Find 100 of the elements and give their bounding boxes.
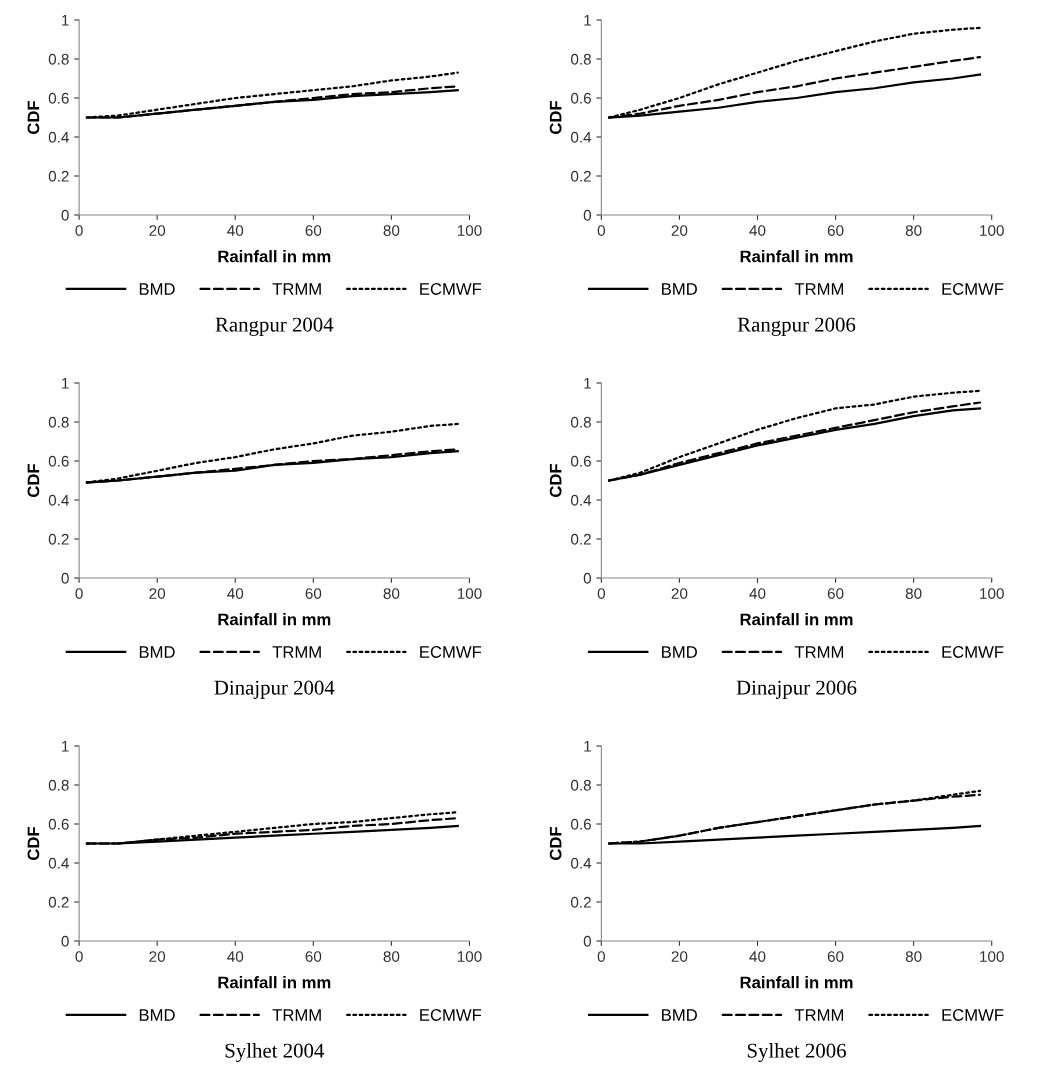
y-tick-label: 1: [584, 378, 591, 389]
y-tick-label: 0.2: [48, 896, 69, 908]
y-tick-label: 0: [61, 209, 69, 221]
y-tick-label: 0.8: [48, 53, 69, 65]
x-axis-title: Rainfall in mm: [218, 976, 331, 989]
x-tick-label: 0: [597, 951, 605, 962]
x-tick-label: 20: [671, 951, 688, 962]
y-tick-label: 0.2: [570, 896, 591, 908]
y-axis-title: CDF: [27, 100, 40, 134]
y-tick-label: 0.6: [48, 455, 69, 467]
x-tick-label: 60: [827, 588, 844, 599]
y-tick-label: 0.4: [48, 131, 69, 143]
legend-label: TRMM: [794, 646, 844, 658]
y-tick-label: 0.2: [48, 533, 69, 545]
text: Rangpur 2004: [215, 317, 334, 336]
x-axis-title: Rainfall in mm: [740, 976, 853, 989]
legend-label: ECMWF: [420, 1009, 482, 1021]
x-axis-title: Rainfall in mm: [740, 250, 853, 263]
x-tick-label: 100: [457, 225, 482, 236]
x-tick-label: 100: [980, 951, 1004, 962]
legend-label: TRMM: [794, 1009, 844, 1021]
y-tick-label: 0: [583, 935, 592, 947]
x-tick-label: 80: [905, 951, 922, 962]
y-tick-label: 0: [583, 209, 592, 221]
y-axis-title: CDF: [549, 463, 562, 497]
y-tick-label: 0.6: [48, 818, 69, 830]
x-tick-label: 100: [457, 951, 482, 962]
x-tick-label: 40: [227, 225, 244, 236]
text: Dinajpur 2006: [736, 680, 857, 699]
legend-label: BMD: [139, 1009, 175, 1021]
x-tick-label: 40: [749, 588, 766, 599]
x-tick-label: 60: [827, 225, 844, 236]
x-tick-label: 20: [149, 951, 166, 962]
x-tick-label: 0: [597, 588, 605, 599]
x-axis-title: Rainfall in mm: [740, 613, 853, 626]
y-tick-label: 0.6: [570, 455, 591, 467]
legend-label: BMD: [662, 1009, 697, 1021]
legend-label: TRMM: [794, 283, 844, 295]
y-tick-label: 0.8: [570, 416, 591, 428]
y-axis-title: CDF: [549, 100, 562, 134]
y-tick-label: 0.4: [570, 494, 592, 506]
x-tick-label: 60: [827, 951, 844, 962]
y-tick-label: 0.4: [570, 131, 592, 143]
x-tick-label: 80: [383, 588, 400, 599]
y-axis-title: CDF: [27, 463, 40, 497]
x-tick-label: 40: [227, 951, 244, 962]
text: Sylhet 2004: [225, 1043, 325, 1062]
y-tick-label: 1: [62, 15, 69, 26]
legend-label: TRMM: [272, 1009, 321, 1021]
y-tick-label: 0.6: [48, 92, 69, 104]
y-tick-label: 0.2: [570, 170, 591, 182]
y-tick-label: 0.4: [48, 494, 69, 506]
x-tick-label: 40: [749, 951, 766, 962]
x-tick-label: 80: [905, 588, 922, 599]
x-tick-label: 60: [305, 588, 322, 599]
x-tick-label: 60: [305, 951, 322, 962]
y-tick-label: 1: [62, 378, 69, 389]
legend-label: BMD: [139, 283, 175, 295]
legend-label: BMD: [662, 646, 697, 658]
y-tick-label: 0: [583, 572, 592, 584]
y-tick-label: 0.6: [570, 818, 591, 830]
legend-label: TRMM: [272, 646, 321, 658]
legend-label: TRMM: [272, 283, 321, 295]
x-tick-label: 80: [383, 951, 400, 962]
x-tick-label: 80: [905, 225, 922, 236]
text: Sylhet 2006: [747, 1043, 846, 1062]
legend-label: ECMWF: [942, 646, 1004, 658]
text: Rangpur 2006: [737, 317, 856, 336]
x-tick-label: 20: [149, 225, 166, 236]
x-tick-label: 60: [305, 225, 322, 236]
x-tick-label: 0: [75, 225, 83, 236]
legend-label: ECMWF: [420, 646, 482, 658]
y-tick-label: 0: [61, 935, 69, 947]
x-tick-label: 40: [749, 225, 766, 236]
y-tick-label: 1: [584, 15, 591, 26]
legend-label: ECMWF: [942, 1009, 1004, 1021]
y-tick-label: 0.8: [48, 416, 69, 428]
x-tick-label: 100: [980, 588, 1004, 599]
x-tick-label: 20: [671, 225, 688, 236]
y-tick-label: 0.2: [48, 170, 69, 182]
y-axis-title: CDF: [27, 826, 40, 860]
x-tick-label: 80: [383, 225, 400, 236]
x-axis-title: Rainfall in mm: [218, 250, 331, 263]
x-tick-label: 20: [671, 588, 688, 599]
y-tick-label: 0.8: [570, 53, 591, 65]
y-tick-label: 0.8: [570, 779, 591, 791]
y-tick-label: 0.4: [570, 857, 592, 869]
legend-label: BMD: [139, 646, 175, 658]
y-axis-title: CDF: [549, 826, 562, 860]
legend-label: ECMWF: [942, 283, 1004, 295]
y-tick-label: 1: [584, 741, 591, 752]
legend-label: ECMWF: [420, 283, 482, 295]
x-tick-label: 0: [597, 225, 605, 236]
y-tick-label: 0.4: [48, 857, 69, 869]
x-tick-label: 100: [457, 588, 482, 599]
y-tick-label: 0: [61, 572, 69, 584]
x-tick-label: 100: [980, 225, 1004, 236]
y-tick-label: 0.6: [570, 92, 591, 104]
x-axis-title: Rainfall in mm: [218, 613, 331, 626]
y-tick-label: 1: [62, 741, 69, 752]
